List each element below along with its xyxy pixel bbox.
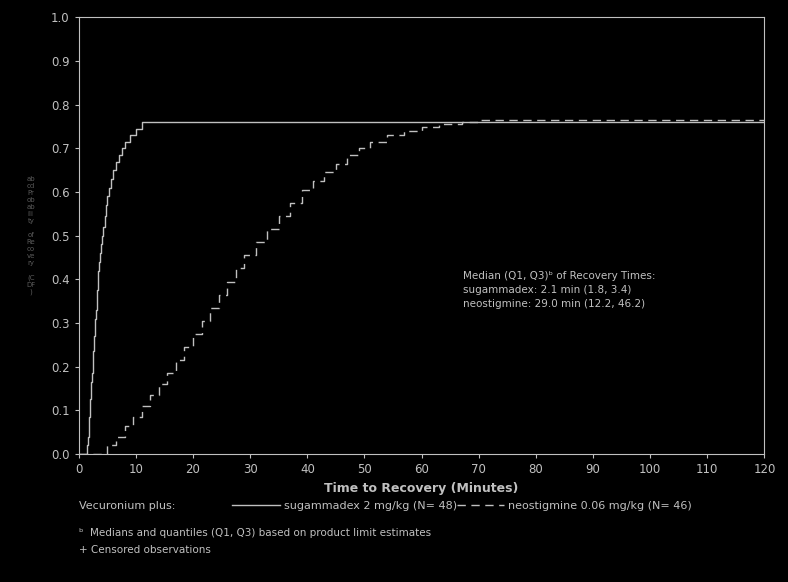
X-axis label: Time to Recovery (Minutes): Time to Recovery (Minutes) — [325, 481, 519, 495]
Text: ab
cd
Pr
ob
ab
ili
ty

of
Re
co
ve
ry

(C
DF
): ab cd Pr ob ab ili ty of Re co ve ry (C … — [26, 176, 35, 295]
Text: Median (Q1, Q3)ᵇ of Recovery Times:
sugammadex: 2.1 min (1.8, 3.4)
neostigmine: : Median (Q1, Q3)ᵇ of Recovery Times: suga… — [463, 271, 655, 308]
Text: sugammadex 2 mg/kg (N= 48): sugammadex 2 mg/kg (N= 48) — [284, 501, 457, 512]
Text: + Censored observations: + Censored observations — [79, 545, 210, 555]
Text: neostigmine 0.06 mg/kg (N= 46): neostigmine 0.06 mg/kg (N= 46) — [508, 501, 692, 512]
Text: ᵇ  Medians and quantiles (Q1, Q3) based on product limit estimates: ᵇ Medians and quantiles (Q1, Q3) based o… — [79, 527, 431, 538]
Text: Vecuronium plus:: Vecuronium plus: — [79, 501, 175, 512]
